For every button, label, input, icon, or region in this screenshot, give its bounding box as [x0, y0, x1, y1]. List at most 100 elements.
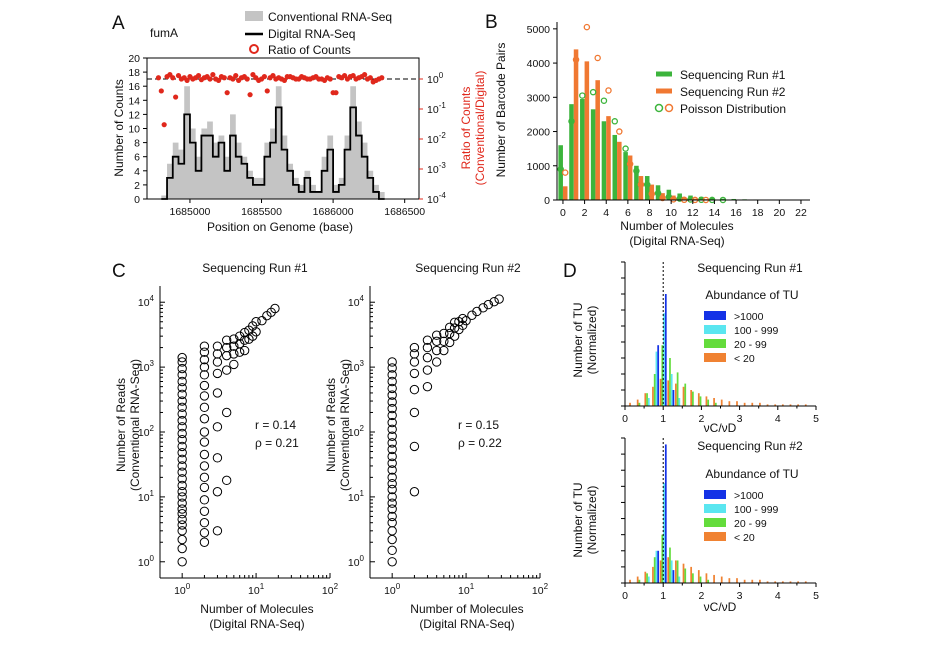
scatter-point — [229, 359, 239, 370]
panel-b-letter: B — [485, 12, 498, 33]
ratio-point — [233, 72, 239, 79]
ratio-point — [244, 76, 250, 82]
legend-swatch-100-999 — [704, 504, 726, 513]
bar-lt20 — [743, 579, 746, 583]
x-tick-label: 2 — [582, 207, 588, 219]
ratio-point — [230, 76, 236, 82]
poisson-run2-point — [670, 196, 677, 203]
scatter-point — [387, 444, 397, 455]
scatter-point — [229, 349, 239, 359]
bar-lt20 — [697, 570, 700, 583]
y-tick-label: 10 — [128, 124, 140, 136]
scatter-point — [177, 534, 187, 545]
scatter-point — [199, 391, 210, 401]
panel-a-letter: A — [112, 13, 125, 34]
x-tick-label: 5 — [813, 413, 819, 425]
scatter-point — [409, 357, 420, 367]
scatter-point — [387, 472, 397, 483]
bar-20-99 — [646, 573, 648, 583]
digital-rnaseq-line — [161, 106, 385, 200]
scatter-point — [199, 355, 210, 365]
panel-a-y-axis-title: Number of Counts — [112, 79, 126, 176]
legend-label-lt20: < 20 — [734, 353, 755, 365]
legend-label-100-999: 100 - 999 — [734, 325, 779, 337]
scatter-point — [439, 328, 449, 339]
ratio-point — [158, 88, 164, 94]
scatter-point — [478, 303, 488, 313]
x-tick-label: 1686000 — [313, 206, 354, 218]
x-tick-label: 0 — [560, 207, 566, 219]
bar-20-99 — [699, 576, 702, 583]
scatter-point — [177, 498, 187, 508]
x-tick-label: 102 — [532, 582, 549, 597]
scatter-point — [177, 557, 187, 567]
x-tick-label: 14 — [709, 207, 721, 219]
x-tick-label: 102 — [322, 582, 339, 597]
legend-swatch-20-99 — [704, 518, 726, 527]
panel-d1-title: Sequencing Run #1 — [697, 261, 803, 275]
scatter-point — [251, 327, 261, 337]
scatter-point — [199, 449, 210, 460]
x-tick-label: 4 — [775, 413, 781, 425]
bar-lt20 — [629, 402, 631, 406]
poisson-run2-point — [594, 54, 601, 62]
x-tick-label: 2 — [698, 590, 704, 602]
scatter-point — [199, 472, 210, 483]
run1-bar — [601, 121, 607, 200]
scatter-point — [199, 347, 210, 357]
y-tick-label: 6 — [134, 152, 140, 164]
scatter-point — [177, 363, 187, 374]
legend-label-poisson: Poisson Distribution — [680, 102, 786, 116]
y-tick-label: 4000 — [527, 58, 551, 70]
bar-lt20 — [789, 581, 792, 583]
scatter-point — [234, 338, 245, 349]
y-tick-label: 100 — [138, 554, 155, 569]
scatter-point — [177, 514, 187, 525]
bar-lt20 — [667, 380, 670, 406]
poisson-run1-point — [643, 181, 651, 188]
bar-lt20 — [659, 560, 662, 583]
panel-a-x-axis-title: Position on Genome (base) — [207, 220, 353, 234]
bar-20-99 — [676, 372, 679, 406]
bar-100-999 — [655, 351, 658, 406]
bar-lt20 — [705, 396, 708, 406]
scatter-point — [257, 315, 267, 326]
bar-lt20 — [713, 398, 715, 406]
scatter-point — [212, 388, 223, 398]
y-tick-label: 8 — [134, 138, 140, 150]
scatter-point — [431, 330, 442, 340]
panel-c1-plot — [177, 303, 280, 567]
scatter-point — [387, 417, 397, 428]
ratio-point — [210, 72, 216, 78]
run1-bar — [634, 165, 639, 200]
scatter-point — [387, 465, 397, 475]
scatter-point — [177, 441, 187, 452]
scatter-point — [229, 341, 239, 351]
y-tick-label: 3000 — [527, 92, 551, 104]
scatter-point — [177, 376, 187, 387]
y2-tick-label: 10-1 — [427, 101, 446, 116]
scatter-point — [177, 435, 187, 445]
ratio-point — [175, 72, 182, 79]
y-tick-label: 100 — [348, 554, 365, 569]
panel-c2-stat-r: r = 0.15 — [458, 418, 499, 432]
run2-bar — [617, 141, 622, 200]
scatter-point — [387, 504, 397, 514]
bar-lt20 — [797, 404, 799, 406]
x-tick-label: 22 — [795, 207, 807, 219]
scatter-point — [177, 422, 187, 432]
bar-lt20 — [629, 579, 631, 583]
scatter-point — [177, 504, 187, 514]
scatter-point — [199, 370, 210, 380]
scatter-point — [387, 438, 397, 448]
bar-100-999 — [663, 483, 665, 583]
poisson-run2-point — [637, 181, 645, 188]
scatter-point — [409, 441, 420, 452]
panel-b-y-axis-title: Number of Barcode Pairs — [494, 43, 508, 178]
panel-d1-legend-title: Abundance of TU — [705, 288, 798, 302]
scatter-point — [387, 484, 397, 495]
legend-label-20-99: 20 - 99 — [734, 339, 767, 351]
legend-label-lt20: < 20 — [734, 532, 755, 544]
bar-100-999 — [670, 560, 673, 583]
